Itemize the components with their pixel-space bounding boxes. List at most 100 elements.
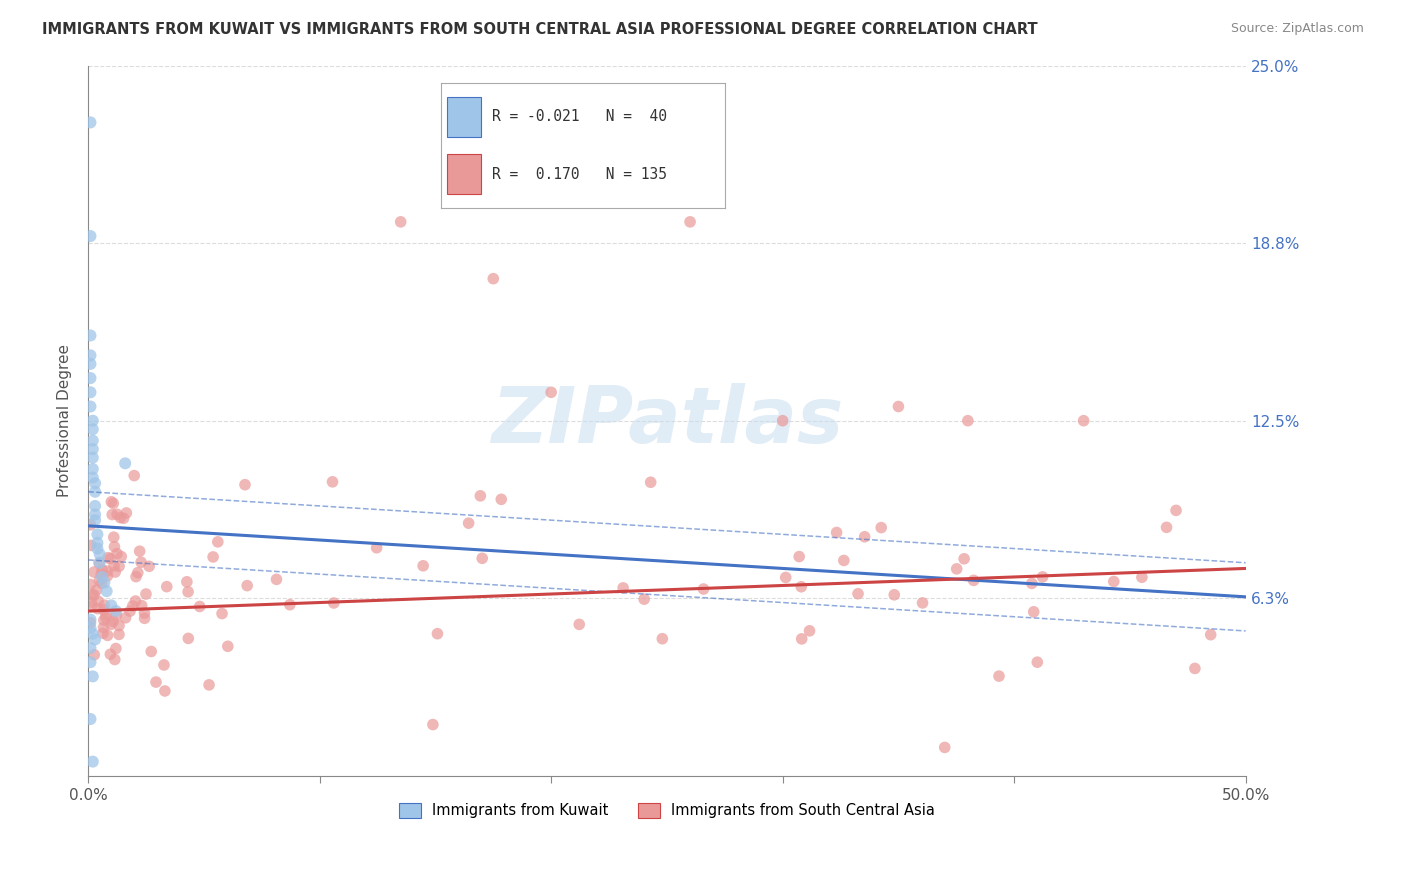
Point [84, 499, 107, 513]
Point [131, 599, 153, 613]
Point [80, 538, 103, 552]
Point [103, 530, 125, 544]
Point [188, 599, 211, 614]
Point [153, 684, 176, 698]
Point [124, 594, 146, 608]
Point [104, 652, 127, 666]
Point [86, 536, 108, 550]
Point [91, 626, 114, 640]
Text: ZIPatlas: ZIPatlas [491, 383, 844, 458]
Point [887, 400, 910, 414]
Point [129, 555, 152, 569]
Point [86, 601, 108, 615]
Point [202, 549, 225, 564]
Point [82, 462, 104, 476]
Point [96, 607, 118, 622]
Point [156, 580, 179, 594]
Point [98, 647, 121, 661]
Point [91, 570, 114, 584]
Point [82, 588, 104, 602]
Point [83, 565, 105, 579]
Point [105, 547, 128, 561]
Point [846, 587, 869, 601]
Point [177, 584, 200, 599]
Point [110, 549, 132, 564]
Point [772, 414, 794, 428]
Point [883, 588, 905, 602]
Point [79, 640, 101, 655]
Point [120, 604, 142, 618]
Point [100, 551, 122, 566]
Point [90, 576, 112, 591]
Point [89, 556, 111, 570]
Point [100, 617, 122, 632]
Legend: Immigrants from Kuwait, Immigrants from South Central Asia: Immigrants from Kuwait, Immigrants from … [391, 796, 942, 825]
Point [93, 621, 115, 635]
Point [82, 422, 104, 436]
Point [79, 115, 101, 129]
Point [640, 475, 662, 490]
Point [100, 599, 122, 613]
Point [104, 604, 127, 618]
Point [491, 492, 513, 507]
Point [79, 613, 101, 627]
Point [211, 607, 233, 621]
Point [100, 495, 122, 509]
Point [1199, 628, 1222, 642]
Point [1156, 520, 1178, 534]
Point [198, 678, 221, 692]
Point [79, 577, 101, 591]
Point [97, 628, 120, 642]
Point [832, 553, 855, 567]
Point [90, 567, 112, 582]
Point [945, 562, 967, 576]
Point [322, 596, 344, 610]
Point [426, 626, 449, 640]
Point [86, 527, 108, 541]
Point [89, 574, 111, 588]
Point [962, 574, 984, 588]
Point [278, 598, 301, 612]
Point [83, 588, 105, 602]
Point [1102, 574, 1125, 589]
Point [79, 400, 101, 414]
Point [122, 468, 145, 483]
Point [110, 510, 132, 524]
Point [1184, 661, 1206, 675]
Point [853, 530, 876, 544]
Point [82, 669, 104, 683]
Point [108, 559, 131, 574]
Point [775, 570, 797, 584]
Point [115, 506, 138, 520]
Point [79, 615, 101, 630]
Point [125, 569, 148, 583]
Point [79, 621, 101, 635]
Point [84, 476, 107, 491]
Point [482, 271, 505, 285]
Point [79, 371, 101, 385]
Point [93, 598, 115, 612]
Point [233, 477, 256, 491]
Point [96, 584, 118, 599]
Point [568, 617, 591, 632]
Point [236, 579, 259, 593]
Point [86, 582, 108, 597]
Point [1164, 503, 1187, 517]
Point [612, 581, 634, 595]
Point [1021, 576, 1043, 591]
Point [153, 657, 176, 672]
Point [114, 611, 136, 625]
Point [82, 470, 104, 484]
Point [96, 569, 118, 583]
Point [389, 215, 412, 229]
Point [79, 655, 101, 669]
Point [911, 596, 934, 610]
Point [87, 594, 110, 608]
Point [80, 595, 103, 609]
Point [141, 644, 163, 658]
Point [790, 632, 813, 646]
Point [101, 508, 124, 522]
Point [790, 580, 813, 594]
Point [97, 550, 120, 565]
Point [1073, 414, 1095, 428]
